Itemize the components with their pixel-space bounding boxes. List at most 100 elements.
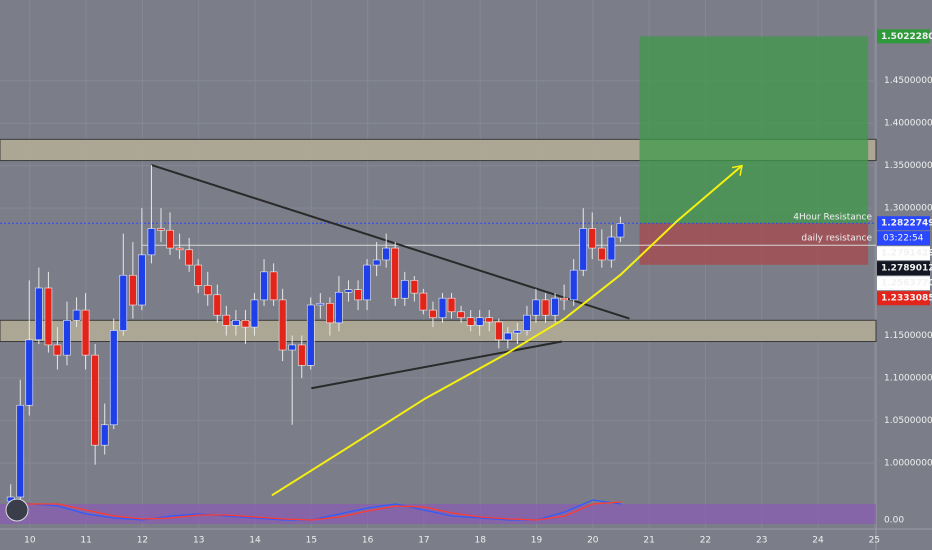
candle-body [400,280,409,299]
candle-body [504,332,512,341]
x-tick-label: 16 [362,536,374,546]
y-tick-label: 1.00000000 [884,459,932,469]
x-tick-label: 12 [137,536,148,546]
candle-body [457,311,465,319]
y-tick-label: 1.40000000 [884,119,932,129]
candle-body [53,344,62,356]
y-tick-label: 1.30000000 [884,204,932,214]
candle-body [523,314,531,331]
price-tag [877,216,930,231]
candle-body [541,299,550,316]
x-tick-label: 13 [193,536,204,546]
indicator-tick-label: 0.00 [884,516,904,526]
price-tag [877,291,930,306]
candle-body [213,294,222,316]
candle-body [306,304,315,366]
candle-body [588,228,597,249]
candle-body [607,236,616,261]
candle-body [391,247,400,299]
countdown-label: 03:22:54 [883,234,924,244]
stop-box [639,223,869,265]
logo [5,498,29,522]
candle-body [194,264,202,286]
candle-body [157,228,165,231]
price-tag-label: 1.23330857 [881,294,932,304]
x-tick-label: 23 [756,536,767,546]
candle-body [100,424,109,446]
x-tick-label: 18 [474,536,486,546]
candle-body [447,297,456,313]
candle-body [232,319,240,326]
candle-body [495,321,503,341]
candle-body [579,228,588,271]
target-box [639,36,869,224]
candle-body [166,229,174,249]
x-tick-label: 15 [306,536,317,546]
candle-body [297,344,306,366]
candle-body [288,344,296,351]
candle-body [138,254,146,306]
trend-line [150,163,630,320]
candle-body [316,302,325,306]
x-tick-label: 20 [587,536,599,546]
candle-body [410,280,419,294]
candle-body [241,319,250,328]
candle-body [278,299,287,351]
countdown-tag [877,231,930,246]
x-tick-label: 14 [249,536,261,546]
candle-body [250,299,259,328]
y-tick-label: 1.05000000 [884,416,932,426]
candle-body [560,297,568,301]
x-tick-label: 25 [869,536,880,546]
entry-label: 4Hour Resistance [793,213,872,223]
candle-body [35,287,43,341]
candle-body [363,264,371,301]
candle-body [72,309,81,321]
price-tag [877,246,930,261]
candle-body [569,269,578,301]
candle-body [203,285,212,296]
price-tag-label: 1.25637706 [881,279,932,289]
candle-body [419,292,428,311]
candle-body [185,249,193,266]
candle-body [44,287,53,346]
candle-body [475,317,484,326]
candle-body [532,299,540,316]
candle-body [344,289,353,293]
x-tick-label: 22 [700,536,711,546]
candle-body [382,247,391,261]
level-label: daily resistance [801,234,872,244]
candle-body [335,291,343,324]
price-tag-label: 1.28227499 [881,219,932,229]
zone [0,319,877,343]
x-tick-label: 21 [643,536,654,546]
candle-body [616,223,625,238]
y-tick-label: 1.35000000 [884,161,932,171]
x-tick-label: 11 [80,536,91,546]
candle-body [438,297,447,319]
x-tick-label: 19 [531,536,543,546]
candle-body [354,289,362,301]
price-tag [877,276,930,291]
y-tick-label: 1.45000000 [884,76,932,86]
x-tick-label: 10 [24,536,36,546]
x-tick-label: 17 [418,536,429,546]
candle-body [326,302,334,324]
indicator-line [7,501,622,521]
candle-body [119,274,128,331]
candle-body [260,271,268,301]
price-tag [877,261,930,276]
candle-body [372,259,381,266]
candle-body [598,247,606,261]
candle-body [16,404,25,498]
arrow-head [731,164,743,176]
candle-body [129,274,137,306]
candle-body [175,247,184,251]
candle-body [91,354,99,446]
price-tag [877,29,930,44]
candle-body [222,314,231,326]
arrow-curve [271,164,743,497]
